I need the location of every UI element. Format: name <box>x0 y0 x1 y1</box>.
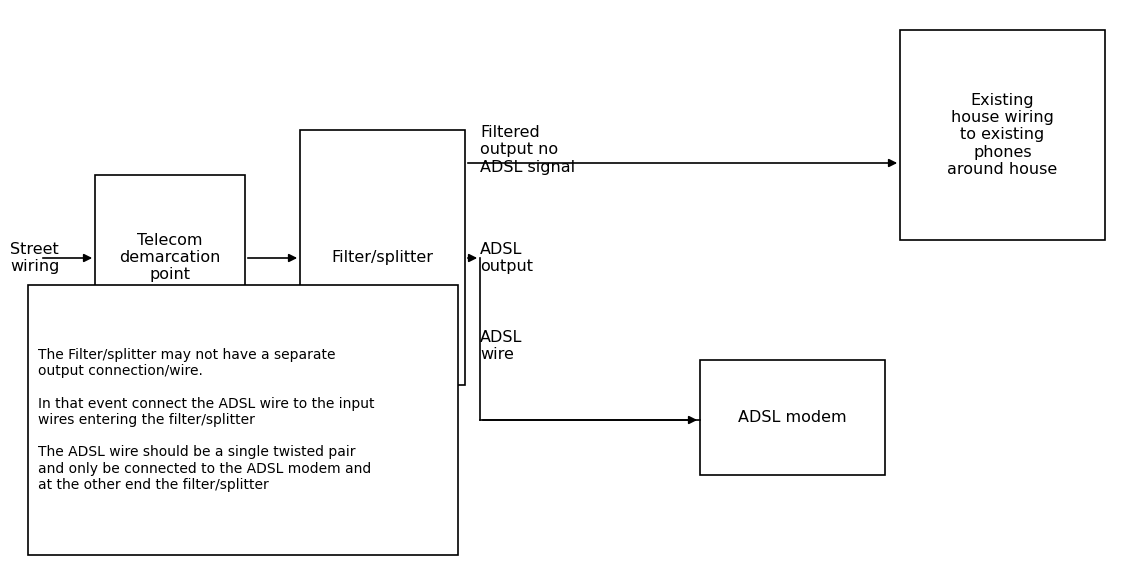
Text: The Filter/splitter may not have a separate
output connection/wire.

In that eve: The Filter/splitter may not have a separ… <box>38 348 375 492</box>
FancyBboxPatch shape <box>700 360 885 475</box>
Text: ADSL
wire: ADSL wire <box>480 330 523 363</box>
Text: Telecom
demarcation
point: Telecom demarcation point <box>119 232 221 282</box>
Text: Existing
house wiring
to existing
phones
around house: Existing house wiring to existing phones… <box>948 93 1058 177</box>
Text: ADSL
output: ADSL output <box>480 242 533 274</box>
Text: ADSL modem: ADSL modem <box>738 410 847 425</box>
FancyBboxPatch shape <box>28 285 458 555</box>
FancyBboxPatch shape <box>95 175 245 340</box>
FancyBboxPatch shape <box>300 130 465 385</box>
Text: Filter/splitter: Filter/splitter <box>331 250 433 265</box>
Text: Filtered
output no
ADSL signal: Filtered output no ADSL signal <box>480 125 575 175</box>
FancyBboxPatch shape <box>900 30 1105 240</box>
Text: Street
wiring: Street wiring <box>10 242 60 274</box>
